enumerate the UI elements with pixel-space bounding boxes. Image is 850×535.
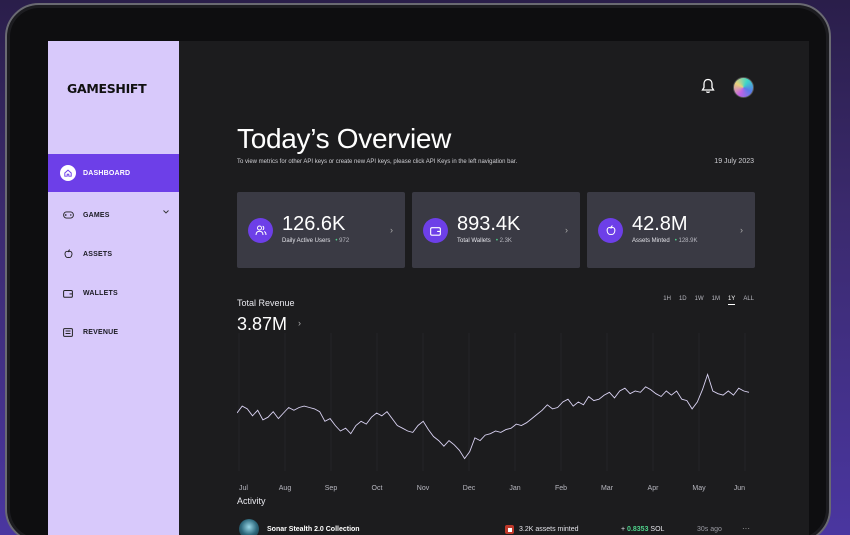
brand-logo[interactable]: GAMESHIFT	[67, 81, 147, 96]
bell-icon[interactable]	[701, 78, 715, 94]
current-date: 19 July 2023	[714, 158, 754, 165]
metric-delta: • 128.9K	[674, 238, 698, 244]
metric-value: 893.4K	[457, 213, 521, 235]
chevron-right-icon: ›	[390, 225, 393, 235]
avatar-icon[interactable]	[733, 77, 754, 98]
metric-delta: • 972	[335, 238, 350, 244]
wallet-icon	[423, 218, 448, 243]
wallet-icon	[62, 287, 74, 299]
users-icon	[248, 218, 273, 243]
page-subtitle: To view metrics for other API keys or cr…	[237, 159, 518, 165]
revenue-line-chart: Jul Aug Sep Oct Nov Dec Jan Feb Mar Apr May Jun	[237, 333, 750, 492]
x-tick-label: May	[692, 485, 706, 492]
page-title: Today’s Overview	[237, 123, 452, 154]
activity-heading: Activity	[237, 496, 266, 506]
metric-label: Total Wallets	[457, 238, 491, 244]
sol-unit: SOL	[650, 526, 665, 533]
activity-time: 30s ago	[697, 526, 722, 533]
mint-icon	[505, 525, 514, 534]
range-option-1w[interactable]: 1W	[694, 296, 704, 302]
x-tick-label: Nov	[417, 485, 430, 492]
metric-label-row: Total Wallets • 2.3K	[457, 238, 512, 244]
metric-card-daily-active-users[interactable]: 126.6K Daily Active Users • 972 ›	[237, 192, 405, 268]
x-tick-label: Sep	[325, 485, 338, 492]
more-options-icon[interactable]: ···	[742, 524, 750, 533]
time-range-selector: 1H 1D 1W 1M 1Y ALL	[663, 296, 754, 305]
x-tick-label: Jan	[509, 485, 520, 492]
x-tick-label: Dec	[463, 485, 476, 492]
metric-label-row: Assets Minted • 128.9K	[632, 238, 698, 244]
device-frame: GAMESHIFT DASHBOARD GAMES ASSETS	[5, 3, 831, 535]
range-option-1d[interactable]: 1D	[678, 296, 687, 302]
metric-delta-value: 2.3K	[499, 238, 512, 244]
sidebar-item-revenue[interactable]: REVENUE	[48, 313, 179, 351]
sol-value: 0.8353	[627, 526, 649, 533]
metric-delta: • 2.3K	[495, 238, 512, 244]
range-option-1h[interactable]: 1H	[663, 296, 671, 302]
assets-minted-text: 3.2K assets minted	[519, 526, 579, 533]
revenue-value: 3.87M	[237, 314, 288, 334]
metric-value: 126.6K	[282, 213, 346, 235]
activity-row[interactable]: Sonar Stealth 2.0 Collection 3.2K assets…	[237, 518, 757, 535]
app-screen: GAMESHIFT DASHBOARD GAMES ASSETS	[48, 41, 809, 535]
metric-label: Assets Minted	[632, 238, 670, 244]
sidebar-item-dashboard[interactable]: DASHBOARD	[48, 154, 179, 192]
home-icon	[60, 165, 76, 181]
revenue-series-line	[237, 372, 750, 460]
sidebar-item-label: WALLETS	[83, 289, 118, 297]
apple-icon	[62, 248, 74, 260]
x-tick-label: Feb	[555, 485, 567, 492]
sidebar-item-wallets[interactable]: WALLETS	[48, 274, 179, 312]
range-option-all[interactable]: ALL	[743, 296, 754, 302]
chevron-right-icon[interactable]: ›	[298, 318, 301, 328]
collection-avatar	[239, 519, 259, 535]
chevron-down-icon[interactable]	[163, 210, 169, 214]
metric-label-row: Daily Active Users • 972	[282, 238, 349, 244]
metric-label: Daily Active Users	[282, 238, 331, 244]
sidebar-item-label: REVENUE	[83, 328, 119, 336]
metric-value: 42.8M	[632, 213, 688, 235]
x-tick-label: Mar	[601, 485, 614, 492]
sidebar-item-label: ASSETS	[83, 250, 113, 258]
revenue-label: Total Revenue	[237, 298, 295, 308]
x-tick-label: Aug	[279, 485, 292, 492]
sol-prefix: +	[621, 526, 626, 533]
gamepad-icon	[62, 209, 74, 221]
sidebar-item-assets[interactable]: ASSETS	[48, 235, 179, 273]
sidebar-item-games[interactable]: GAMES	[48, 196, 179, 234]
x-tick-label: Apr	[648, 485, 660, 492]
range-option-1m[interactable]: 1M	[711, 296, 720, 302]
apple-icon	[598, 218, 623, 243]
metric-card-total-wallets[interactable]: 893.4K Total Wallets • 2.3K ›	[412, 192, 580, 268]
chevron-right-icon: ›	[565, 225, 568, 235]
x-tick-label: Oct	[372, 485, 383, 492]
metric-delta-value: 972	[339, 238, 350, 244]
x-tick-label: Jun	[734, 485, 745, 492]
collection-name: Sonar Stealth 2.0 Collection	[267, 526, 360, 533]
sidebar-item-label: DASHBOARD	[83, 169, 131, 177]
sol-amount: + 0.8353 SOL	[621, 526, 664, 533]
main-content: Today’s Overview To view metrics for oth…	[179, 41, 809, 535]
chevron-right-icon: ›	[740, 225, 743, 235]
revenue-icon	[62, 326, 74, 338]
sidebar-item-label: GAMES	[83, 211, 110, 219]
sidebar: GAMESHIFT DASHBOARD GAMES ASSETS	[48, 41, 179, 535]
metric-card-assets-minted[interactable]: 42.8M Assets Minted • 128.9K ›	[587, 192, 755, 268]
range-option-1y[interactable]: 1Y	[727, 296, 736, 305]
metric-delta-value: 128.9K	[678, 238, 698, 244]
x-tick-label: Jul	[239, 485, 248, 492]
